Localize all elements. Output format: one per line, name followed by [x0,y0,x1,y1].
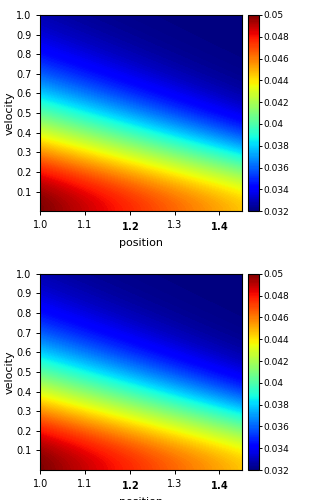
Y-axis label: velocity: velocity [5,91,15,135]
X-axis label: position: position [119,238,163,248]
Y-axis label: velocity: velocity [5,350,15,394]
X-axis label: position: position [119,496,163,500]
